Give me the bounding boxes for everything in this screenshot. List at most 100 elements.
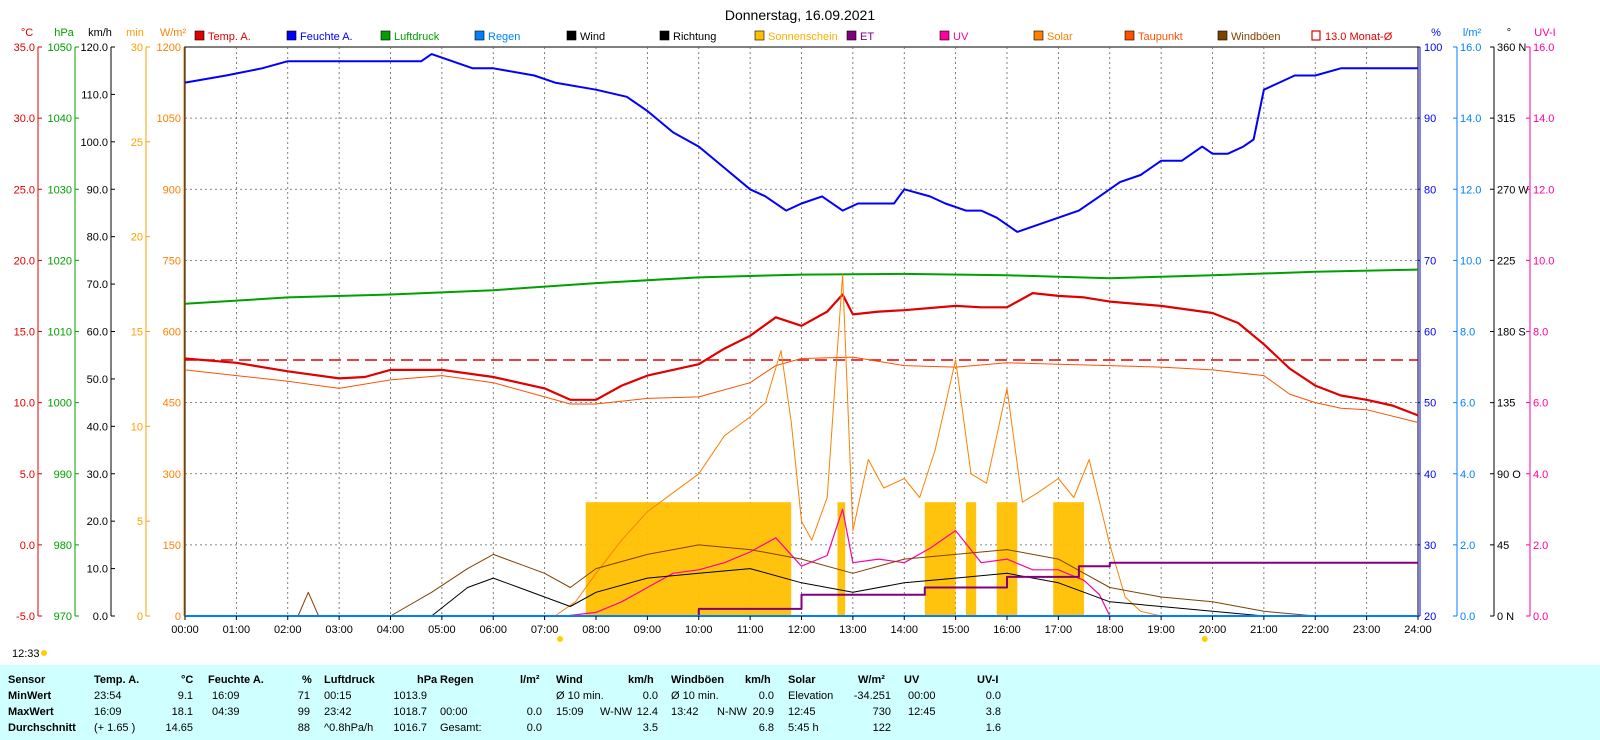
series-windb-en	[185, 544, 1418, 617]
stats-label: MaxWert	[8, 706, 54, 718]
sunshine-block	[585, 502, 792, 616]
uvi-tick-label: 0.0	[1533, 611, 1548, 623]
humidity-axis-unit: %	[1431, 27, 1441, 39]
stats-temp-v: 9.1	[177, 690, 193, 702]
x-tick-label: 15:00	[942, 624, 970, 636]
stats-header-wind-unit: km/h	[628, 674, 654, 686]
solar-tick-label: 150	[163, 540, 181, 552]
wind-tick-label: 30.0	[87, 469, 108, 481]
x-tick-label: 03:00	[325, 624, 353, 636]
stats-press-t: 00:15	[324, 690, 352, 702]
humidity-tick-label: 90	[1424, 113, 1436, 125]
solar-tick-label: 750	[163, 255, 181, 267]
legend-swatch	[474, 30, 485, 41]
uvi-axis-unit: UV-I	[1534, 27, 1555, 39]
humidity-tick-label: 20	[1424, 611, 1436, 623]
x-tick-label: 18:00	[1096, 624, 1124, 636]
x-tick-label: 06:00	[479, 624, 507, 636]
series-et	[185, 561, 1418, 617]
stats-header-press: Luftdruck	[324, 674, 375, 686]
uvi-tick-label: 10.0	[1533, 255, 1554, 267]
legend-label: Taupunkt	[1138, 31, 1183, 43]
x-tick-label: 10:00	[685, 624, 713, 636]
sunrise-marker	[557, 636, 564, 642]
stats-header-wind: Wind	[556, 674, 583, 686]
stats-wind-t: Ø 10 min.	[556, 690, 604, 702]
stats-header-hum-unit: %	[302, 674, 312, 686]
x-tick-label: 07:00	[531, 624, 559, 636]
stats-hum-t: 04:39	[212, 706, 240, 718]
direction-tick-label: 135	[1497, 398, 1515, 410]
x-tick-label: 20:00	[1199, 624, 1227, 636]
humidity-tick-label: 50	[1424, 398, 1436, 410]
stats-header-rain: Regen	[440, 674, 474, 686]
direction-tick-label: 90 O	[1497, 469, 1521, 481]
stats-header-gust-unit: km/h	[745, 674, 771, 686]
stats-header-press-unit: hPa	[417, 674, 438, 686]
sunshine-block	[924, 502, 956, 616]
series-feuchte-a	[184, 53, 1418, 233]
direction-tick-label: 0 N	[1497, 611, 1514, 623]
stats-wind-d: W-NW	[600, 706, 633, 718]
temp-axis-unit: °C	[21, 27, 33, 39]
pressure-tick-label: 1040	[48, 113, 72, 125]
rain-tick-label: 16.0	[1460, 42, 1481, 54]
x-tick-label: 16:00	[993, 624, 1021, 636]
legend-label: Solar	[1047, 31, 1073, 43]
stats-solar-v: 730	[872, 706, 891, 718]
stats-header-uv-unit: UV-I	[977, 674, 999, 686]
pressure-tick-label: 1050	[48, 42, 72, 54]
rain-tick-label: 0.0	[1460, 611, 1475, 623]
x-tick-label: 14:00	[890, 624, 918, 636]
solar-tick-label: 300	[163, 469, 181, 481]
x-tick-label: 05:00	[428, 624, 456, 636]
pressure-tick-label: 1030	[48, 184, 72, 196]
rain-tick-label: 4.0	[1460, 469, 1475, 481]
x-tick-label: 08:00	[582, 624, 610, 636]
stats-temp-t: 16:09	[94, 706, 122, 718]
sunshine-tick-label: 15	[131, 327, 143, 339]
legend-label: Regen	[488, 31, 520, 43]
legend-label: 13.0 Monat-Ø	[1325, 31, 1393, 43]
direction-tick-label: 180 S	[1497, 327, 1526, 339]
stats-uv-t: 00:00	[908, 690, 936, 702]
direction-tick-label: 225	[1497, 255, 1515, 267]
stats-wind-v: 0.0	[642, 690, 658, 702]
pressure-tick-label: 970	[54, 611, 72, 623]
stats-hum-v: 71	[297, 690, 310, 702]
legend-label: Sonnenschein	[768, 31, 838, 43]
humidity-tick-label: 60	[1424, 327, 1436, 339]
series-uv	[185, 508, 1418, 617]
temp-tick-label: 25.0	[14, 184, 35, 196]
uvi-tick-label: 8.0	[1533, 327, 1548, 339]
stats-solar-t: 12:45	[788, 706, 816, 718]
stats-press-v: 1016.7	[393, 722, 427, 734]
legend-label: ET	[860, 31, 874, 43]
rain-axis-unit: l/m²	[1463, 27, 1482, 39]
x-tick-label: 24:00	[1404, 624, 1432, 636]
stats-solar-v: -34.251	[853, 690, 891, 702]
series-temp-a	[184, 292, 1419, 417]
uvi-tick-label: 4.0	[1533, 469, 1548, 481]
legend-label: Temp. A.	[208, 31, 251, 43]
pressure-tick-label: 980	[54, 540, 72, 552]
right-axes: % 100 90 80 70 60 50 40 30 20 l/m² 16.0 14.0 12.0 10.0…	[1416, 27, 1556, 623]
wind-tick-label: 100.0	[80, 137, 108, 149]
x-tick-label: 09:00	[634, 624, 662, 636]
x-tick-label: 21:00	[1250, 624, 1278, 636]
x-tick-label: 11:00	[737, 624, 764, 636]
stats-hum-t: 16:09	[212, 690, 240, 702]
rain-tick-label: 8.0	[1460, 327, 1475, 339]
humidity-tick-label: 30	[1424, 540, 1436, 552]
rain-tick-label: 14.0	[1460, 113, 1481, 125]
uvi-tick-label: 12.0	[1533, 184, 1554, 196]
legend-swatch	[846, 30, 857, 41]
uvi-tick-label: 6.0	[1533, 398, 1548, 410]
stats-hum-v: 99	[297, 706, 310, 718]
sunshine-tick-label: 25	[131, 137, 143, 149]
legend-label: Windböen	[1231, 31, 1281, 43]
solar-tick-label: 600	[163, 327, 181, 339]
legend-swatch	[754, 30, 765, 41]
stats-label: Durchschnitt	[8, 722, 76, 734]
temp-tick-label: 30.0	[14, 113, 35, 125]
